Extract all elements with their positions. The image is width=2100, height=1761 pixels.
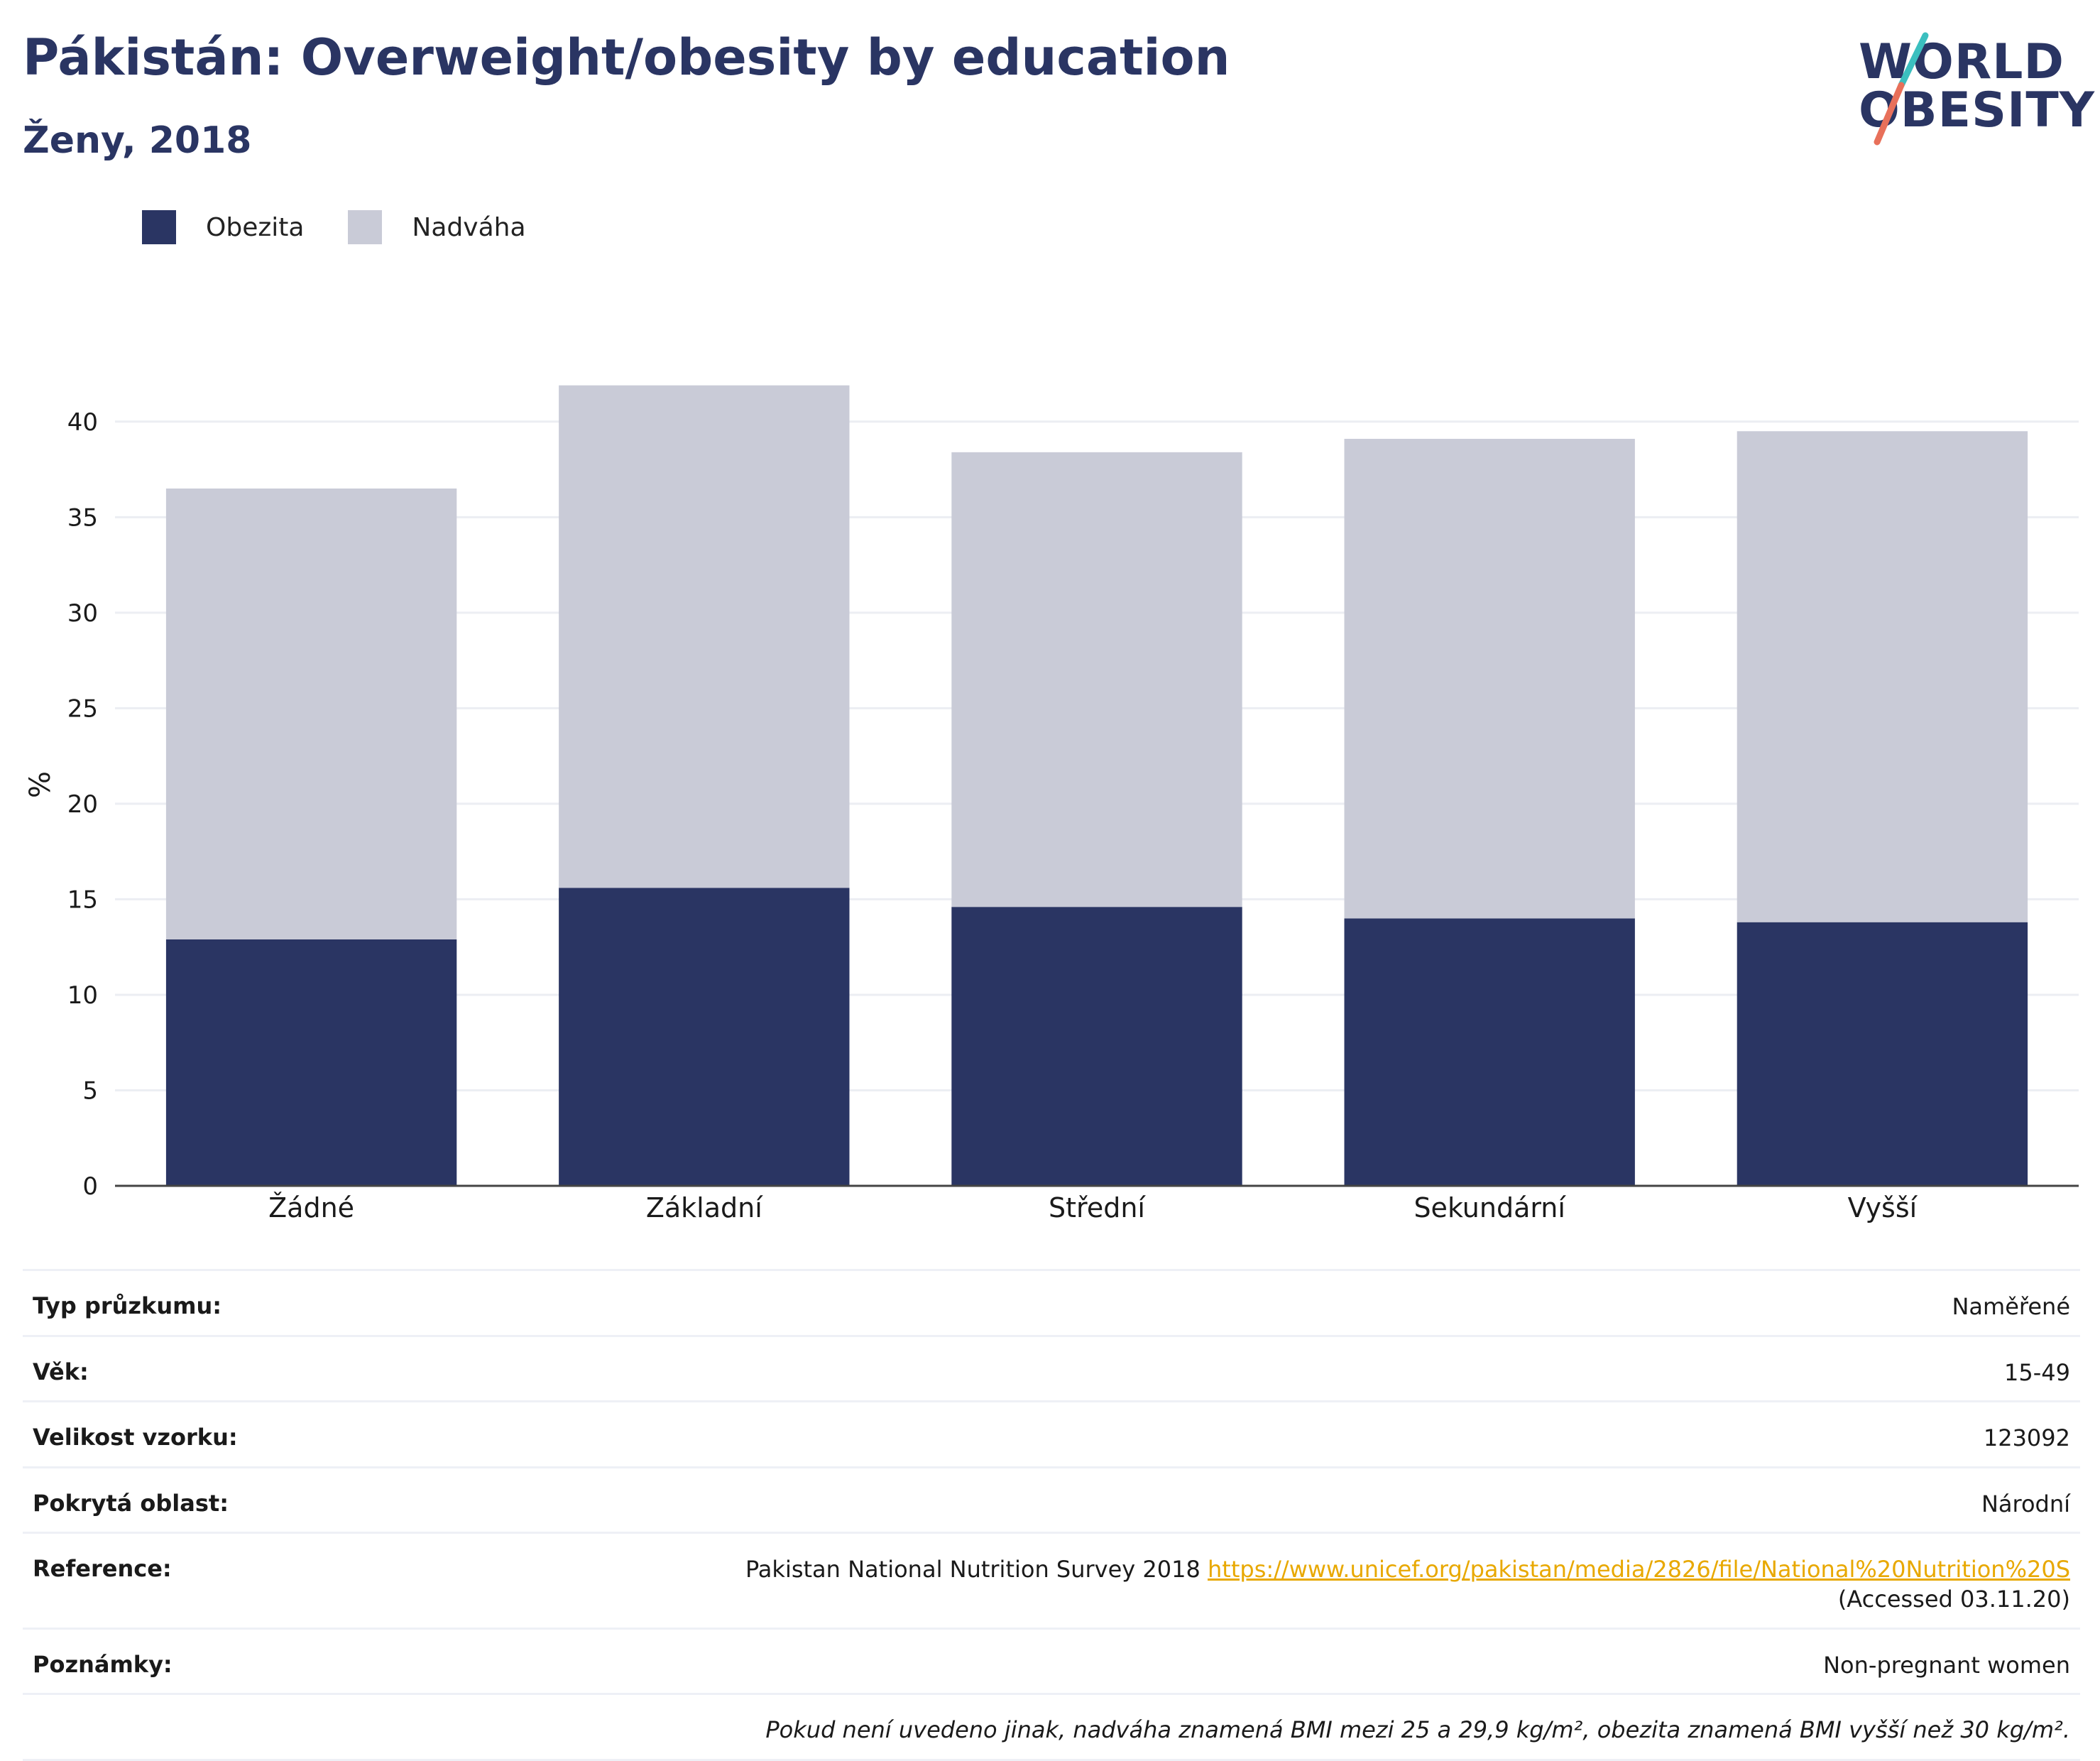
legend-swatch-obezita [142, 210, 176, 244]
y-axis-label: % [24, 771, 57, 798]
y-tick-label: 30 [67, 599, 98, 628]
reference-link[interactable]: https://www.unicef.org/pakistan/media/28… [1208, 1556, 2070, 1583]
info-row-sample-size: Velikost vzorku: 123092 [23, 1400, 2080, 1466]
survey-info-table: Typ průzkumu: Naměřené Věk: 15-49 Veliko… [23, 1269, 2080, 1761]
info-value: 123092 [1983, 1424, 2070, 1452]
info-value: Naměřené [1952, 1293, 2070, 1320]
bar-nadvaha [951, 452, 1242, 907]
x-tick-label: Základní [646, 1192, 763, 1223]
info-row-survey-type: Typ průzkumu: Naměřené [23, 1269, 2080, 1335]
info-key: Poznámky: [33, 1650, 173, 1678]
bar-obezita [1737, 922, 2028, 1186]
bar-nadvaha [1737, 431, 2028, 922]
legend-label-nadvaha: Nadváha [412, 212, 526, 242]
info-key: Velikost vzorku: [33, 1424, 238, 1451]
info-row-age: Věk: 15-49 [23, 1334, 2080, 1401]
bar-obezita [1344, 918, 1635, 1186]
info-key: Pokrytá oblast: [33, 1489, 229, 1517]
info-key: Věk: [33, 1358, 89, 1385]
info-row-reference: Reference: Pakistan National Nutrition S… [23, 1532, 2080, 1627]
reference-text: Pakistan National Nutrition Survey 2018 [745, 1556, 1208, 1583]
logo-line-1: WORLD [1859, 34, 2065, 90]
bar-nadvaha [165, 488, 457, 939]
legend-swatch-nadvaha [348, 210, 383, 244]
chart-legend: Obezita Nadváha [142, 210, 570, 244]
legend-item-obezita[interactable]: Obezita [142, 210, 304, 244]
chart-title: Pákistán: Overweight/obesity by educatio… [23, 28, 1230, 87]
x-tick-label: Střední [1049, 1192, 1146, 1223]
x-tick-label: Vyšší [1848, 1192, 1918, 1223]
x-tick-label: Sekundární [1413, 1192, 1566, 1223]
y-tick-label: 25 [67, 694, 98, 723]
info-key: Reference: [33, 1555, 172, 1583]
x-tick-label: Žádné [268, 1192, 354, 1223]
world-obesity-logo: WORLD OBESITY [1846, 21, 2094, 149]
info-row-notes: Poznámky: Non-pregnant women [23, 1627, 2080, 1694]
stacked-bar-chart: 0 5 10 15 20 25 30 35 40% Žádné Základní Střední Sek… [24, 385, 2079, 1223]
bar-nadvaha [559, 385, 850, 888]
y-tick-label: 20 [67, 790, 98, 819]
reference-value: Pakistan National Nutrition Survey 2018 … [650, 1555, 2070, 1614]
y-tick-label: 5 [82, 1076, 98, 1105]
logo-slash-icon [1874, 32, 1929, 146]
bar-nadvaha [1344, 439, 1635, 919]
y-tick-label: 35 [67, 503, 98, 532]
info-value: 15-49 [2004, 1358, 2070, 1386]
bar-obezita [165, 939, 457, 1186]
legend-item-nadvaha[interactable]: Nadváha [348, 210, 526, 244]
y-tick-label: 40 [67, 408, 98, 437]
y-tick-label: 10 [67, 981, 98, 1010]
info-value: Národní [1981, 1490, 2070, 1517]
y-tick-label: 0 [82, 1172, 98, 1201]
footnote: Pokud není uvedeno jinak, nadváha znamen… [23, 1693, 2080, 1761]
info-key: Typ průzkumu: [33, 1292, 222, 1319]
bar-obezita [559, 888, 850, 1186]
legend-label-obezita: Obezita [206, 212, 305, 242]
info-value: Non-pregnant women [1823, 1651, 2070, 1679]
info-row-area: Pokrytá oblast: Národní [23, 1466, 2080, 1532]
reference-accessed: (Accessed 03.11.20) [1837, 1585, 2070, 1613]
chart-subtitle: Ženy, 2018 [23, 119, 252, 162]
bar-obezita [951, 907, 1242, 1186]
y-tick-label: 15 [67, 885, 98, 914]
